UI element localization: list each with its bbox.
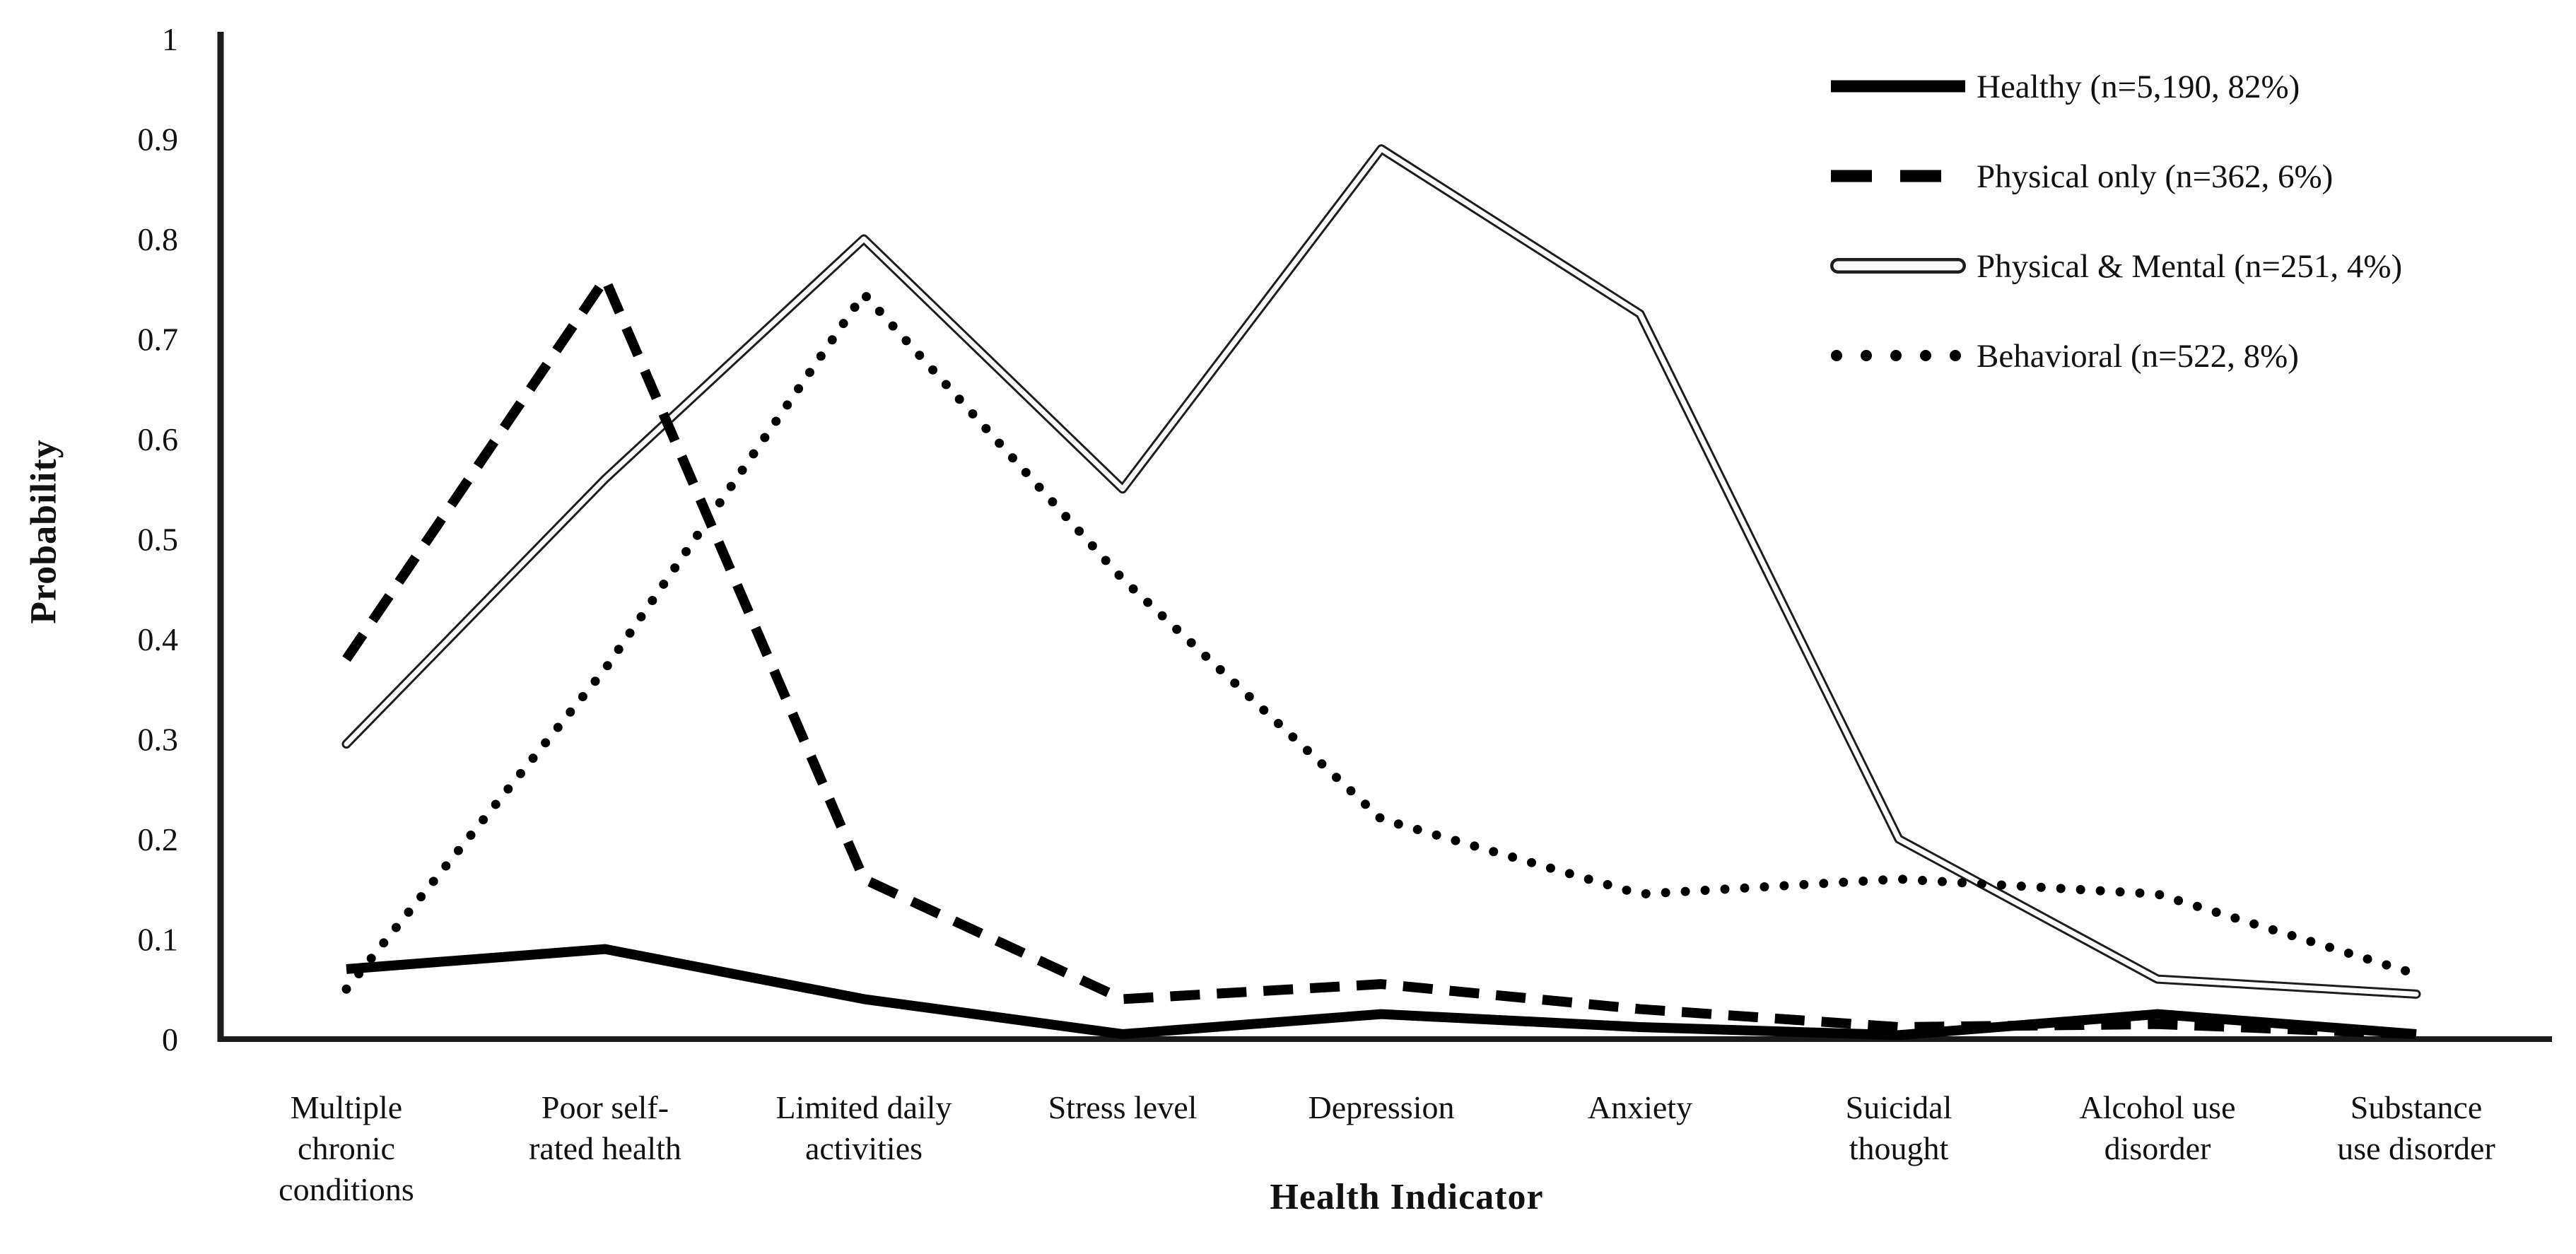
- y-tick-label: 0.7: [138, 322, 179, 358]
- y-tick-label: 0.5: [138, 522, 179, 558]
- x-axis-title: Health Indicator: [1270, 1177, 1544, 1217]
- y-tick-label: 0: [162, 1021, 178, 1057]
- x-tick-label: Stress level: [1048, 1089, 1198, 1125]
- legend-label: Healthy (n=5,190, 82%): [1977, 69, 2300, 105]
- y-tick-label: 0.9: [138, 122, 179, 158]
- series-line-physical-mental-core: [344, 146, 2419, 997]
- x-tick-label: Poor self-rated health: [529, 1089, 681, 1166]
- x-tick-label: Substance use disorder: [2337, 1089, 2495, 1166]
- x-tick-label: Anxiety: [1588, 1089, 1692, 1125]
- y-axis-title: Probability: [23, 439, 64, 624]
- y-tick-label: 0.2: [138, 821, 179, 857]
- y-tick-label: 0.4: [138, 621, 179, 657]
- series-line-behavioral: [341, 289, 2421, 994]
- legend-label: Physical only (n=362, 6%): [1977, 158, 2333, 195]
- x-tick-label: Alcohol use disorder: [2079, 1089, 2235, 1166]
- legend-label: Physical & Mental (n=251, 4%): [1977, 248, 2402, 285]
- legend-label: Behavioral (n=522, 8%): [1977, 338, 2299, 375]
- x-tick-label: Multiple chronic conditions: [279, 1089, 414, 1207]
- y-tick-label: 0.6: [138, 421, 179, 457]
- y-tick-label: 0.3: [138, 722, 179, 758]
- y-tick-label: 0.1: [138, 922, 179, 958]
- x-tick-label: Limited daily activities: [775, 1089, 952, 1166]
- y-tick-label: 1: [162, 21, 178, 57]
- y-tick-label: 0.8: [138, 221, 179, 257]
- x-tick-label: Suicidal thought: [1846, 1089, 1953, 1166]
- x-tick-label: Depression: [1309, 1089, 1455, 1125]
- series-line-physical-only: [342, 274, 2417, 1039]
